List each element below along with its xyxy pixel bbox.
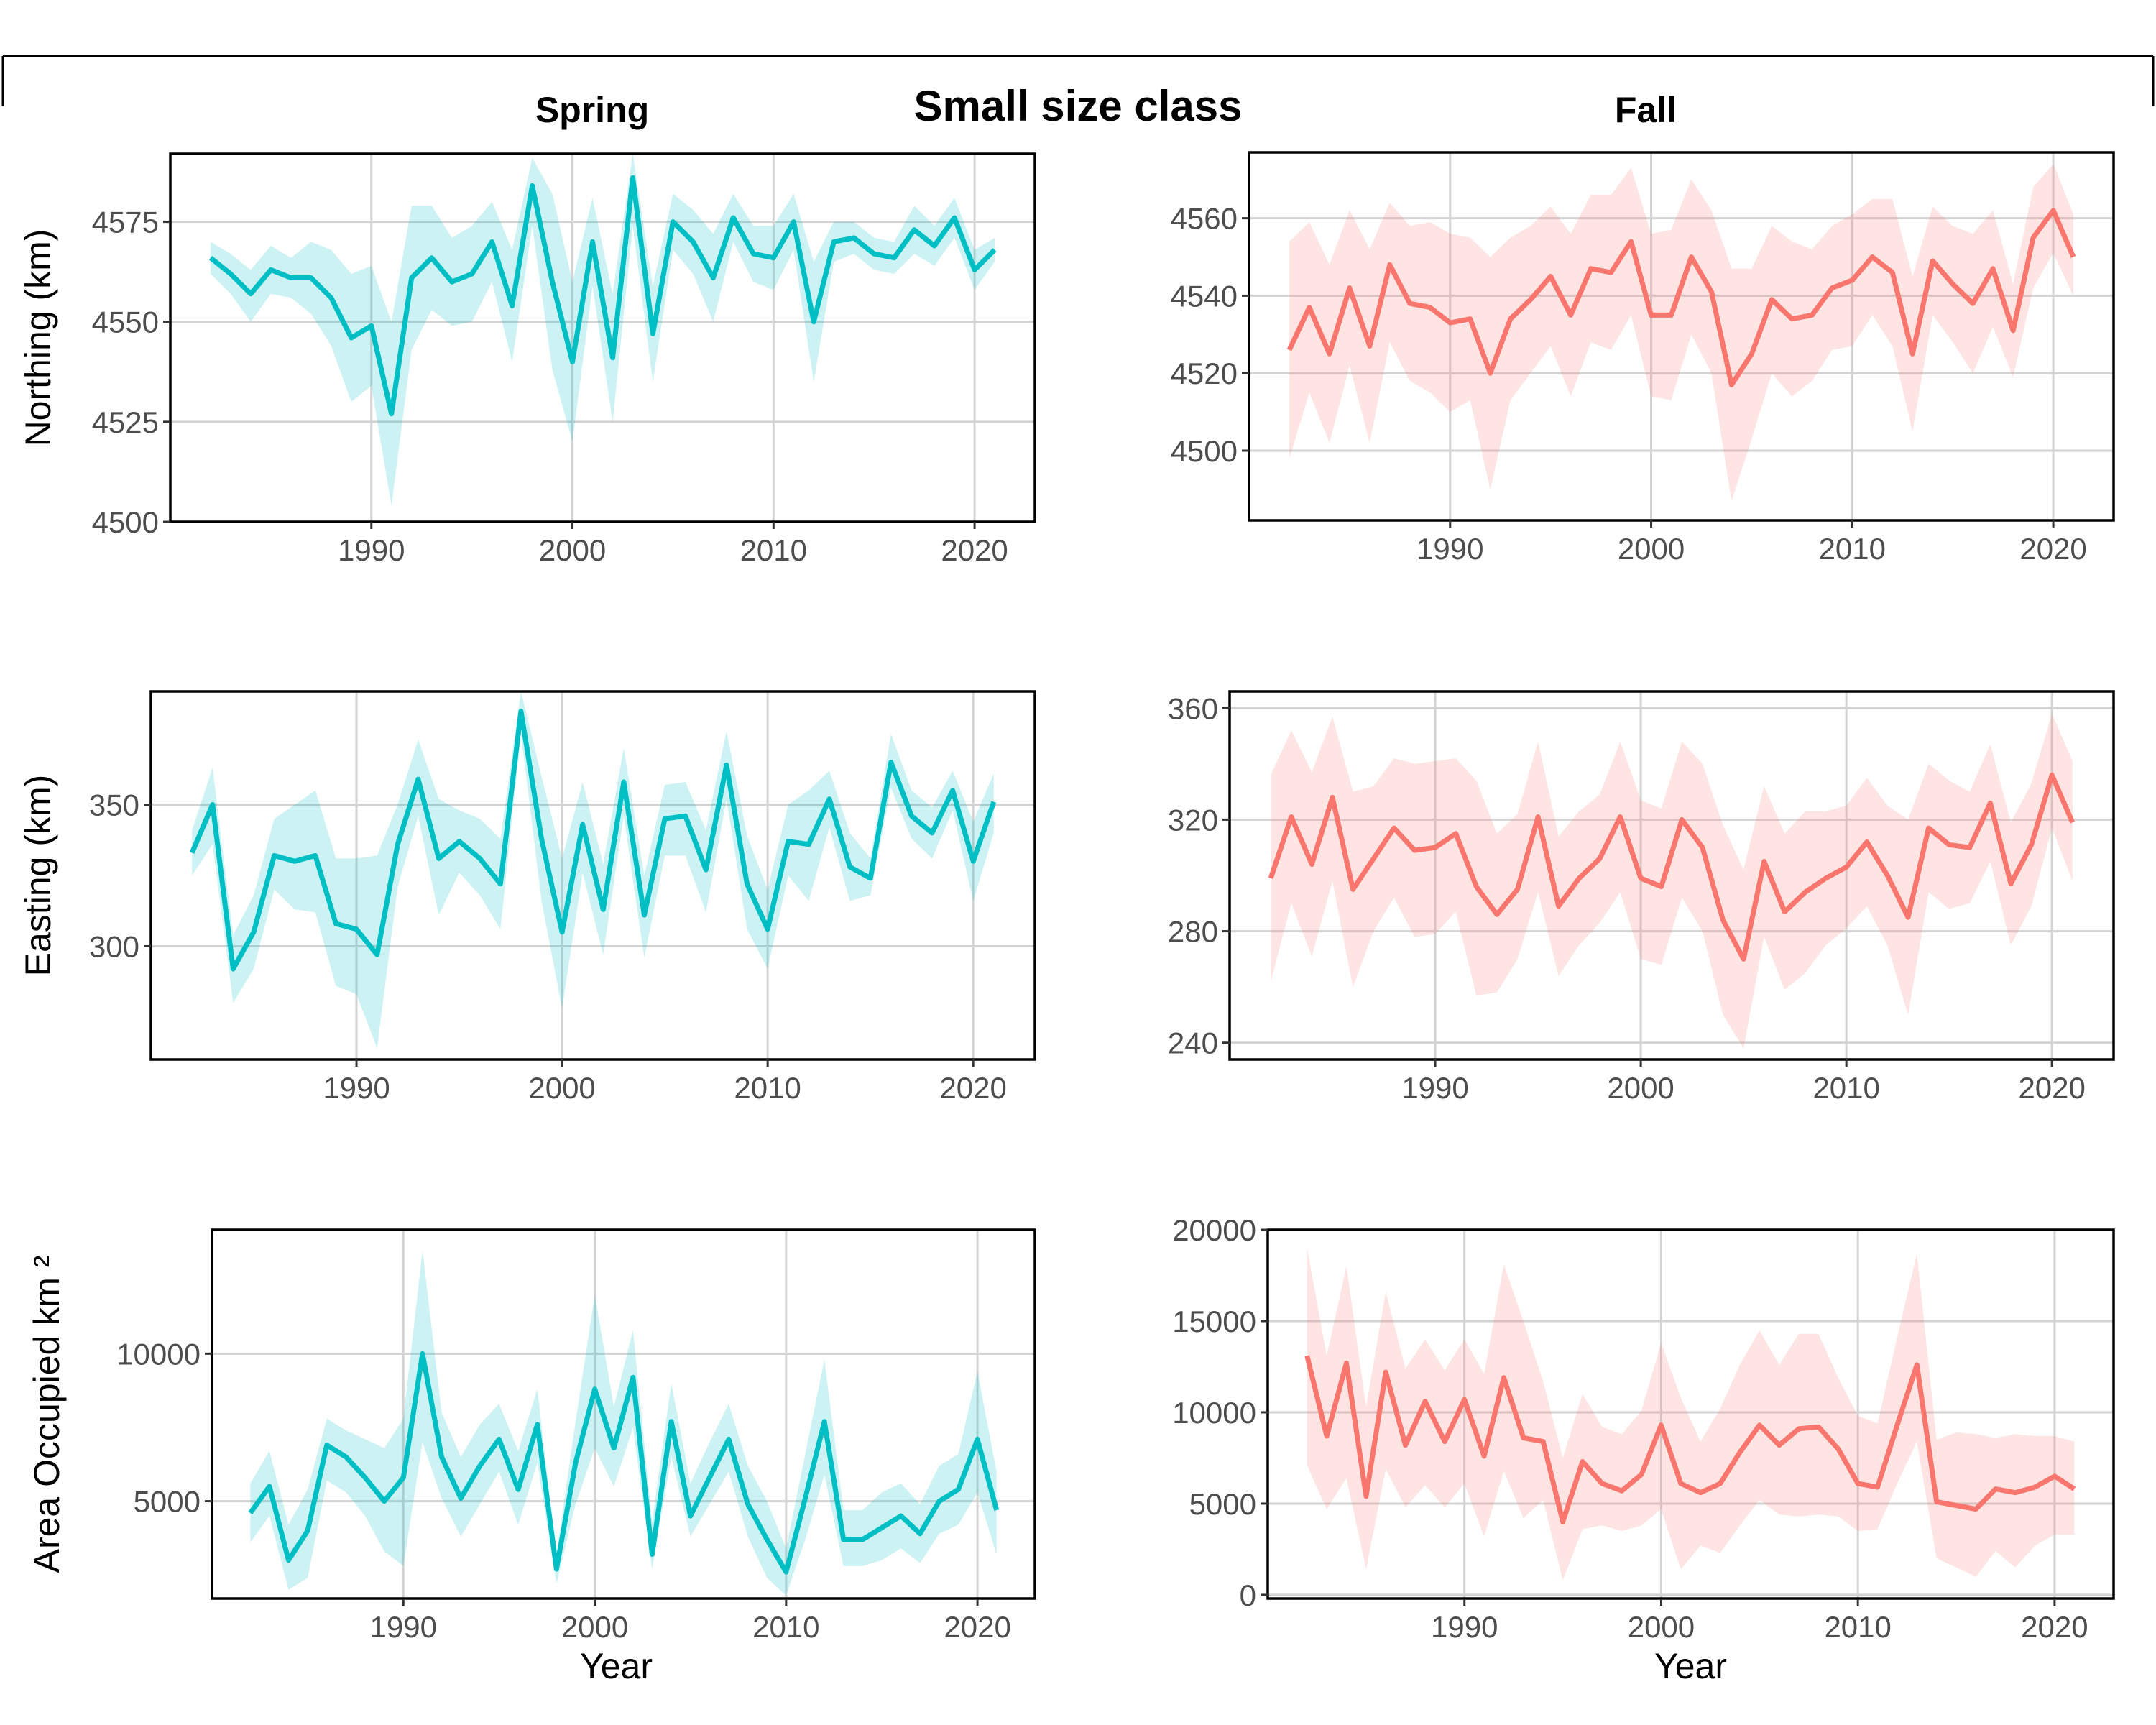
x-tick-label: 1990 — [1416, 532, 1483, 566]
y-axis-title: Easting (km) — [18, 775, 58, 977]
panel-border — [1228, 690, 2115, 1061]
x-tick-label: 2020 — [944, 1610, 1010, 1644]
x-tick-label: 2020 — [2019, 532, 2086, 566]
x-tick-label: 2020 — [941, 533, 1008, 567]
y-tick-label: 20000 — [1172, 1213, 1256, 1247]
confidence-band — [1289, 164, 2073, 502]
y-tick-label: 10000 — [1172, 1396, 1256, 1430]
y-tick-label: 4540 — [1171, 279, 1238, 313]
series-line — [1304, 1355, 2076, 1524]
panel-border — [211, 1228, 1036, 1600]
y-tick-label: 0 — [1240, 1578, 1256, 1612]
x-tick-label: 2010 — [740, 533, 807, 567]
series-line — [189, 709, 997, 972]
x-axis-title: Year — [1654, 1646, 1727, 1686]
x-tick-label: 2010 — [734, 1071, 801, 1105]
gridlines — [1249, 152, 2114, 520]
y-tick-label: 4550 — [92, 305, 159, 339]
gridlines — [170, 154, 1035, 523]
y-tick-label: 5000 — [134, 1485, 201, 1519]
y-tick-label: 4520 — [1171, 356, 1238, 390]
series-line — [1286, 208, 2076, 387]
column-title-spring: Spring — [535, 90, 649, 130]
y-tick-label: 4560 — [1171, 202, 1238, 236]
x-tick-label: 2020 — [2021, 1610, 2088, 1644]
y-tick-label: 4500 — [92, 505, 159, 539]
x-tick-label: 2010 — [1824, 1610, 1891, 1644]
y-tick-label: 4575 — [92, 206, 159, 239]
y-axis-title: Area Occupied km ² — [27, 1256, 67, 1573]
x-tick-label: 1990 — [1401, 1071, 1468, 1105]
x-tick-label: 2010 — [1812, 1071, 1879, 1105]
panel-border — [149, 690, 1036, 1061]
y-tick-label: 240 — [1168, 1026, 1218, 1060]
x-tick-label: 1990 — [1431, 1610, 1498, 1644]
series-line — [1268, 772, 2076, 962]
x-tick-label: 2020 — [939, 1071, 1006, 1105]
x-tick-label: 1990 — [323, 1071, 390, 1105]
x-axis-title: Year — [580, 1646, 653, 1686]
y-tick-label: 320 — [1168, 803, 1218, 837]
y-axis-title: Northing (km) — [18, 229, 58, 447]
x-tick-label: 1990 — [370, 1610, 437, 1644]
confidence-band — [1271, 714, 2073, 1049]
title-bracket — [1, 55, 2155, 106]
gridlines — [212, 1230, 1035, 1598]
panel-spring-easting: 1990 2000 2010 2020 300 350 Easting (km) — [18, 690, 1036, 1105]
gridlines — [151, 691, 1035, 1059]
panel-fall-northing: 1990 2000 2010 2020 4500 4520 4540 4560 — [1171, 151, 2115, 566]
series-line — [248, 1351, 1000, 1575]
confidence-band — [1307, 1248, 2075, 1581]
panel-border — [1248, 151, 2115, 522]
y-tick-label: 4525 — [92, 405, 159, 439]
panel-border — [169, 152, 1036, 523]
y-tick-label: 300 — [89, 929, 139, 963]
confidence-band — [250, 1250, 997, 1596]
y-tick-label: 350 — [89, 788, 139, 822]
x-tick-label: 2020 — [2018, 1071, 2085, 1105]
panel-fall-easting: 1990 2000 2010 2020 240 280 320 360 — [1168, 690, 2115, 1105]
x-tick-label: 2000 — [561, 1610, 628, 1644]
x-tick-label: 2000 — [1607, 1071, 1674, 1105]
gridlines — [1230, 691, 2114, 1059]
y-tick-label: 15000 — [1172, 1305, 1256, 1338]
y-tick-label: 10000 — [116, 1337, 201, 1371]
series-line — [208, 175, 997, 417]
x-tick-label: 2000 — [1628, 1610, 1695, 1644]
x-tick-label: 1990 — [338, 533, 405, 567]
column-title-fall: Fall — [1615, 90, 1677, 130]
y-tick-label: 280 — [1168, 915, 1218, 949]
panel-fall-area: 1990 2000 2010 2020 0 5000 10000 15000 20000 Year — [1172, 1213, 2115, 1686]
panel-border — [1266, 1228, 2115, 1600]
panel-spring-northing: 1990 2000 2010 2020 4500 4525 4550 4575 Northing… — [18, 152, 1036, 567]
panel-spring-area: 1990 2000 2010 2020 5000 10000 Area Occupied k… — [27, 1228, 1036, 1686]
y-tick-label: 5000 — [1189, 1487, 1256, 1521]
x-tick-label: 2010 — [1819, 532, 1886, 566]
figure-title: Small size class — [914, 82, 1243, 130]
x-tick-label: 2000 — [1618, 532, 1685, 566]
confidence-band — [211, 154, 995, 506]
x-tick-label: 2000 — [539, 533, 606, 567]
y-tick-label: 4500 — [1171, 434, 1238, 468]
y-tick-label: 360 — [1168, 691, 1218, 725]
x-tick-label: 2000 — [528, 1071, 595, 1105]
x-tick-label: 2010 — [752, 1610, 819, 1644]
